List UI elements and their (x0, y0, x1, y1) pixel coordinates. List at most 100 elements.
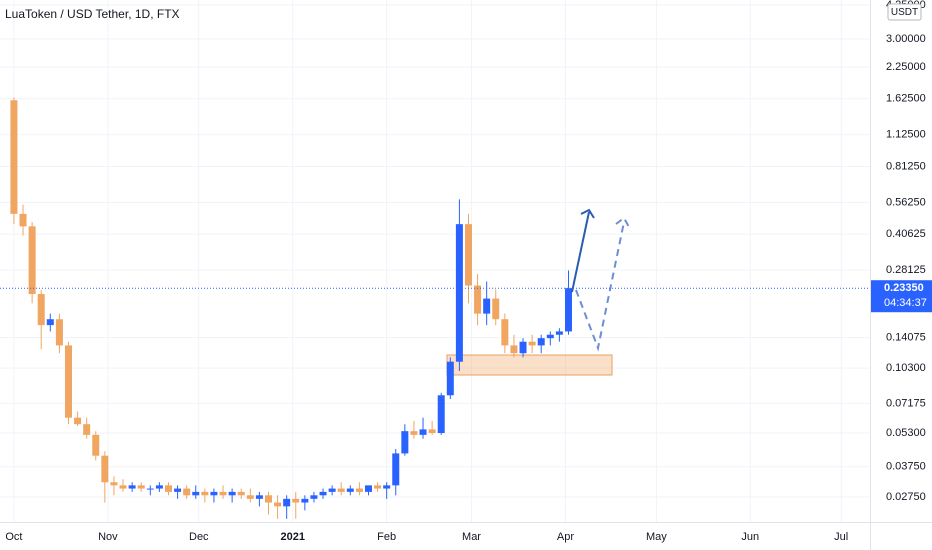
projection-arrow-dashed (575, 216, 630, 352)
candle-body (128, 485, 136, 489)
x-tick-label: Dec (189, 531, 209, 543)
candle-body (337, 488, 345, 492)
candle-body (10, 100, 18, 214)
candle-body (274, 502, 282, 507)
x-tick-label: Feb (377, 531, 396, 543)
y-tick-label: 0.56250 (886, 196, 926, 208)
candle-body (37, 294, 45, 326)
y-tick-label: 0.05300 (886, 427, 926, 439)
candle-body (510, 345, 518, 354)
candle-body (74, 417, 82, 425)
candle-body (364, 485, 372, 492)
candle-body (92, 434, 100, 456)
candle-body (455, 224, 463, 362)
candle-body (537, 338, 545, 346)
y-tick-label: 0.28125 (886, 264, 926, 276)
candle-body (155, 485, 163, 489)
candle-body (319, 491, 327, 496)
candle-body (255, 495, 263, 499)
candle-body (64, 345, 72, 418)
x-tick-label: Jul (834, 531, 848, 543)
candle-body (346, 488, 354, 492)
y-tick-label: 1.62500 (886, 93, 926, 105)
candle-body (355, 488, 363, 492)
candle-body (146, 488, 154, 490)
candle-body (292, 498, 300, 503)
plot (0, 97, 870, 519)
candle-body (201, 491, 209, 496)
projection-arrow (571, 208, 595, 293)
candle-body (492, 298, 500, 320)
candle-body (164, 485, 172, 492)
candle-body (19, 213, 27, 227)
candle-body (301, 498, 309, 503)
chart-title: LuaToken / USD Tether, 1D, FTX (5, 7, 180, 21)
candle-body (110, 482, 118, 486)
candle-body (137, 485, 145, 489)
candle-body (392, 453, 400, 486)
candle-body (374, 485, 382, 489)
candle-body (446, 361, 454, 396)
candle-body (528, 341, 536, 346)
candle-body (428, 429, 436, 433)
candle-body (474, 285, 482, 314)
candle-body (174, 488, 182, 492)
candle-body (101, 455, 109, 483)
x-tick-label: May (646, 531, 667, 543)
candle-body (401, 431, 409, 454)
candle-body (501, 319, 509, 346)
candle-body (183, 488, 191, 496)
candle-body (464, 224, 472, 286)
y-tick-label: 0.07175 (886, 397, 926, 409)
y-tick-label: 2.25000 (886, 61, 926, 73)
candle-body (55, 319, 63, 346)
candle-body (264, 495, 272, 503)
candle-body (228, 491, 236, 496)
countdown: 04:34:37 (884, 297, 927, 309)
y-tick-label: 1.12500 (886, 129, 926, 141)
candle-body (555, 331, 563, 335)
candle-body (410, 431, 418, 435)
x-tick-label: 2021 (280, 531, 304, 543)
candle-body (437, 395, 445, 433)
x-tick-label: Mar (462, 531, 481, 543)
last-price-box (871, 280, 932, 313)
candle-body (310, 495, 318, 499)
support-zone (446, 354, 613, 376)
currency-box (887, 3, 922, 21)
candle-body (383, 485, 391, 489)
candle-body (28, 226, 36, 295)
candle-body (483, 298, 491, 314)
y-tick-label: 0.10300 (886, 362, 926, 374)
candle-body (519, 341, 527, 354)
candle-body (283, 498, 291, 507)
grid (0, 0, 870, 522)
candle-body (246, 495, 254, 499)
currency-label: USDT (891, 7, 918, 18)
last-price-label: 0.23350 (884, 282, 924, 294)
y-tick-label: 0.03750 (886, 461, 926, 473)
y-tick-label: 0.14075 (886, 332, 926, 344)
candle-body (119, 485, 127, 489)
candle-body (210, 491, 218, 496)
candle-body (192, 491, 200, 496)
x-tick-label: Jun (741, 531, 759, 543)
x-tick-label: Oct (5, 531, 22, 543)
candle-body (237, 491, 245, 496)
candle-body (219, 491, 227, 496)
candle-body (564, 288, 572, 332)
candle-body (46, 319, 54, 326)
candle-body (419, 429, 427, 435)
candle-body (328, 488, 336, 492)
y-tick-label: 0.40625 (886, 228, 926, 240)
candle-body (546, 334, 554, 339)
x-tick-label: Nov (98, 531, 118, 543)
x-tick-label: Apr (557, 531, 574, 543)
axes: 4.250003.000002.250001.625001.125000.812… (5, 0, 932, 543)
candle-body (83, 424, 91, 435)
y-tick-label: 3.00000 (886, 33, 926, 45)
y-tick-label: 0.02750 (886, 491, 926, 503)
y-tick-label: 0.81250 (886, 160, 926, 172)
